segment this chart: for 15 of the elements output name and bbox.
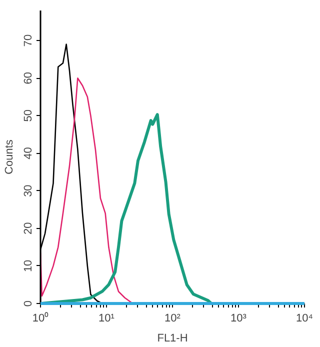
y-axis-title: Counts xyxy=(4,139,16,174)
y-tick-label: 30 xyxy=(22,184,34,197)
x-tick-label: 10⁴ xyxy=(296,312,314,324)
y-tick-label: 50 xyxy=(22,110,34,122)
x-tick-label: 10⁰ xyxy=(32,312,49,324)
y-tick-label: 60 xyxy=(22,72,34,84)
y-tick-label: 10 xyxy=(22,260,34,272)
y-tick-label: 0 xyxy=(22,300,34,307)
x-axis-title: FL1-H xyxy=(157,332,188,344)
y-tick-label: 70 xyxy=(22,34,34,47)
x-tick-label: 10² xyxy=(164,312,181,324)
y-tick-label: 20 xyxy=(22,222,34,234)
x-tick-label: 10¹ xyxy=(98,312,115,324)
x-tick-label: 10³ xyxy=(230,312,247,324)
y-tick-label: 40 xyxy=(22,147,34,160)
